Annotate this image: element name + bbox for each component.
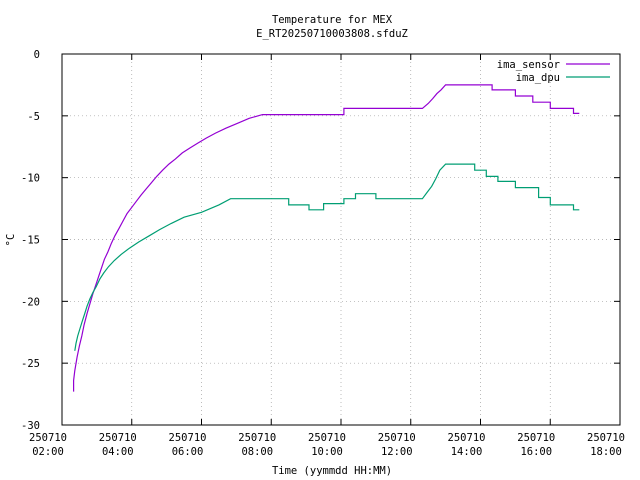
x-tick-date-label: 250710 — [308, 432, 346, 444]
x-tick-labels: 250710 02:00 250710 04:00 250710 06:00 250710 0… — [29, 432, 625, 458]
tick-marks — [61, 53, 621, 426]
x-tick-time-label: 06:00 — [172, 446, 204, 458]
y-axis-label: °C — [5, 234, 17, 247]
series-lines — [73, 84, 580, 392]
x-tick-time-label: 16:00 — [520, 446, 552, 458]
x-tick-date-label: 250710 — [448, 432, 486, 444]
y-tick-label: -15 — [21, 235, 40, 247]
y-tick-label: -25 — [21, 358, 40, 370]
x-tick-time-label: 04:00 — [102, 446, 134, 458]
x-tick-date-label: 250710 — [517, 432, 555, 444]
x-tick-date-label: 250710 — [29, 432, 67, 444]
y-tick-label: -20 — [21, 296, 40, 308]
y-tick-label: 0 — [34, 49, 40, 61]
legend-label-ima_dpu: ima_dpu — [516, 72, 560, 84]
x-tick-time-label: 18:00 — [590, 446, 622, 458]
x-tick-date-label: 250710 — [378, 432, 416, 444]
x-tick-time-label: 02:00 — [32, 446, 64, 458]
x-tick-date-label: 250710 — [169, 432, 207, 444]
legend-label-ima_sensor: ima_sensor — [497, 59, 560, 71]
x-tick-date-label: 250710 — [238, 432, 276, 444]
x-tick-time-label: 08:00 — [241, 446, 273, 458]
y-tick-label: -10 — [21, 173, 40, 185]
y-tick-label: -30 — [21, 420, 40, 432]
x-axis-label: Time (yymmdd HH:MM) — [272, 465, 392, 477]
x-tick-date-label: 250710 — [587, 432, 625, 444]
chart-subtitle: E_RT20250710003808.sfduZ — [256, 28, 408, 40]
series-line-ima_dpu — [74, 163, 580, 351]
x-tick-time-label: 14:00 — [451, 446, 483, 458]
y-tick-label: -5 — [27, 111, 40, 123]
x-tick-time-label: 12:00 — [381, 446, 413, 458]
x-tick-date-label: 250710 — [99, 432, 137, 444]
chart-title: Temperature for MEX — [272, 14, 393, 26]
x-tick-time-label: 10:00 — [311, 446, 343, 458]
y-tick-labels: 0 -5 -10 -15 -20 -25 -30 — [21, 49, 40, 432]
